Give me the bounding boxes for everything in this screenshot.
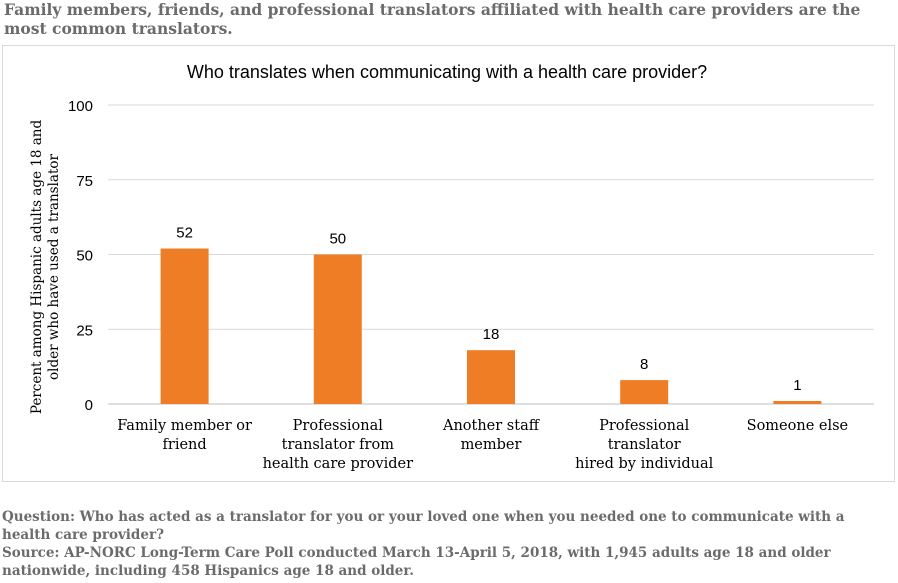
bar-3 <box>467 350 515 404</box>
data-label-1: 52 <box>176 225 193 242</box>
headline: Family members, friends, and professiona… <box>4 0 861 38</box>
x-tick-label-4: Professional translator hired by individua… <box>575 418 713 472</box>
data-labels: 52 50 18 8 1 <box>176 225 801 394</box>
source-note: Source: AP-NORC Long-Term Care Poll cond… <box>2 545 831 579</box>
y-tick-label-25: 25 <box>76 322 93 339</box>
y-axis-label-line-1: Percent among Hispanic adults age 18 and <box>29 120 45 415</box>
bar-1 <box>160 248 209 404</box>
x-tick-label-1: Family member or friend <box>117 418 252 453</box>
bar-4 <box>620 380 669 404</box>
x-tick-label-3: Another staff member <box>442 418 541 453</box>
bars <box>160 248 822 404</box>
x-tick-label-5: Someone else <box>747 418 849 434</box>
data-label-2: 50 <box>329 231 346 248</box>
x-tick-labels: Family member or friend Professional transl… <box>117 418 848 472</box>
chart-title: Who translates when communicating with a… <box>187 62 707 82</box>
footer: Question: Who has acted as a translator … <box>2 508 894 580</box>
bar-2 <box>313 254 362 404</box>
y-axis-label-line-2: older who have used a translator <box>46 153 62 379</box>
data-label-5: 1 <box>793 377 801 394</box>
y-tick-labels: 0 25 50 75 100 <box>68 98 93 414</box>
gridlines <box>108 104 874 405</box>
bar-5 <box>773 401 822 404</box>
data-label-3: 18 <box>483 326 500 343</box>
question-note: Question: Who has acted as a translator … <box>2 509 845 543</box>
y-tick-label-0: 0 <box>85 397 93 414</box>
y-tick-label-100: 100 <box>68 98 93 115</box>
y-tick-label-50: 50 <box>76 248 93 265</box>
chart-container <box>2 45 895 482</box>
data-label-4: 8 <box>640 356 648 373</box>
x-tick-label-2: Professional translator from health care p… <box>263 418 413 472</box>
y-tick-label-75: 75 <box>76 173 93 190</box>
